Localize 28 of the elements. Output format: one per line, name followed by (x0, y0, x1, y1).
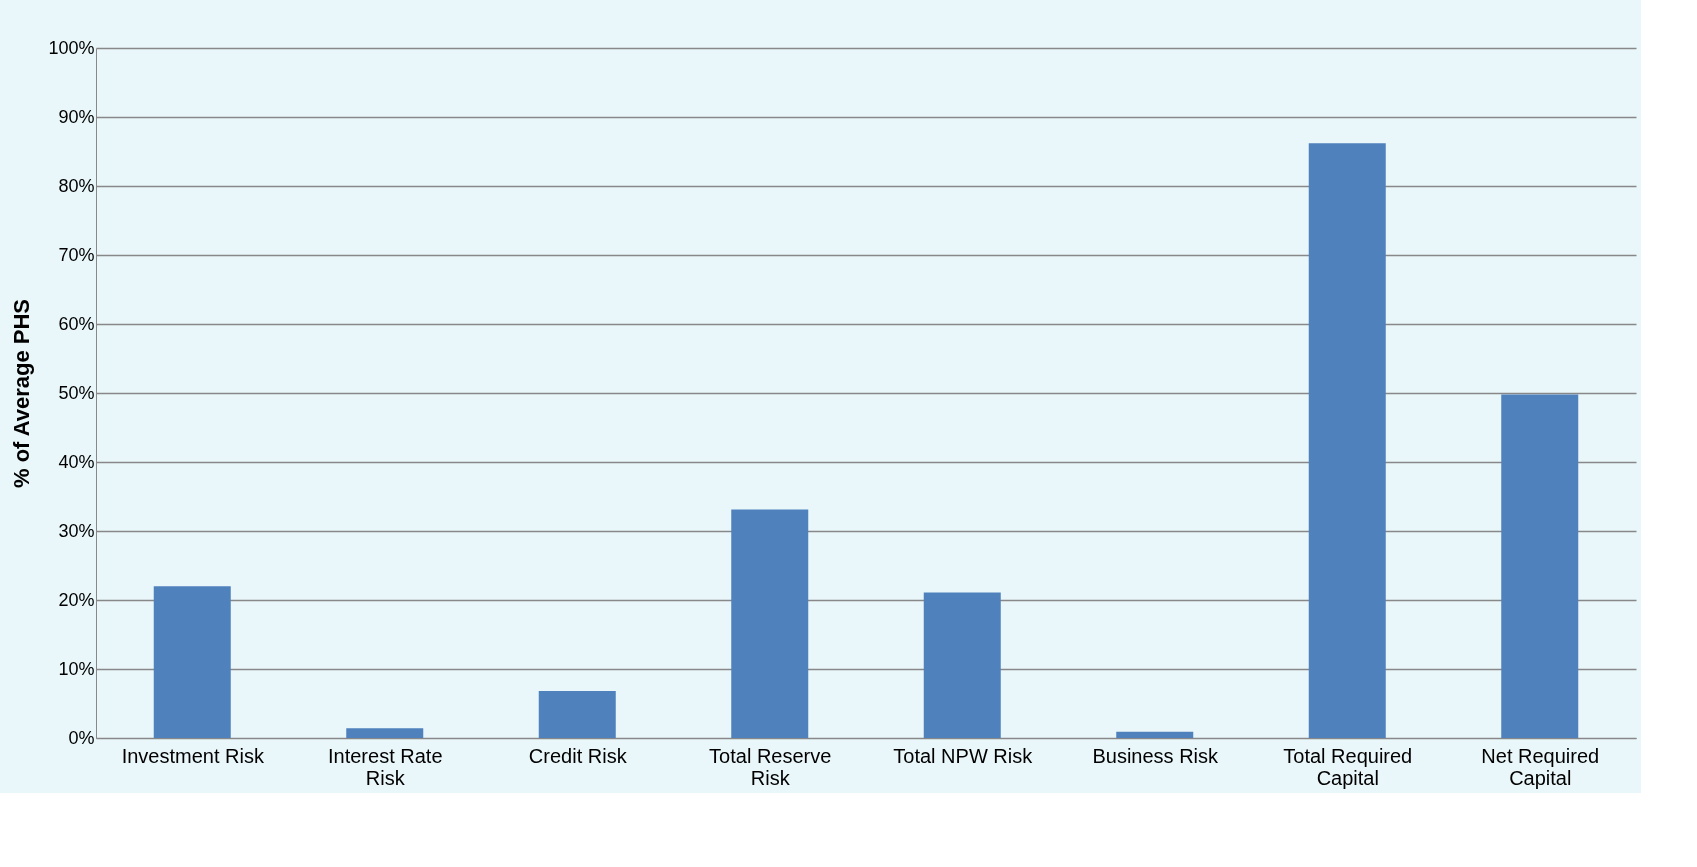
y-axis-title: % of Average PHS (9, 298, 35, 489)
x-tick-label: Credit Risk (528, 744, 628, 767)
bar (538, 691, 616, 738)
bar (923, 592, 1001, 738)
bar (1308, 143, 1386, 738)
y-tick-label: 80% (58, 175, 95, 196)
x-tick-label: Total NPW Risk (893, 744, 1034, 767)
y-tick-label: 90% (58, 106, 95, 127)
y-tick-label: 100% (48, 37, 95, 58)
bar (1116, 731, 1194, 738)
y-tick-label: 30% (58, 520, 95, 541)
x-tick-label: Investment Risk (121, 744, 265, 767)
bar (1501, 394, 1579, 738)
y-tick-label: 10% (58, 658, 95, 679)
y-tick-label: 50% (58, 382, 95, 403)
y-tick-label: 60% (58, 313, 95, 334)
x-tick-label: Net Required Capital (1481, 744, 1600, 789)
x-tick-label: Business Risk (1092, 744, 1220, 767)
x-tick-label: Total Reserve Risk (709, 744, 832, 789)
y-tick-label: 40% (58, 451, 95, 472)
x-tick-label: Interest Rate Risk (327, 744, 443, 789)
x-tick-label: Total Required Capital (1283, 744, 1413, 789)
y-tick-label: 20% (58, 589, 95, 610)
bar (153, 586, 231, 738)
bar (731, 509, 809, 738)
y-tick-label: 0% (68, 727, 95, 748)
bar (346, 728, 424, 738)
y-tick-label: 70% (58, 244, 95, 265)
